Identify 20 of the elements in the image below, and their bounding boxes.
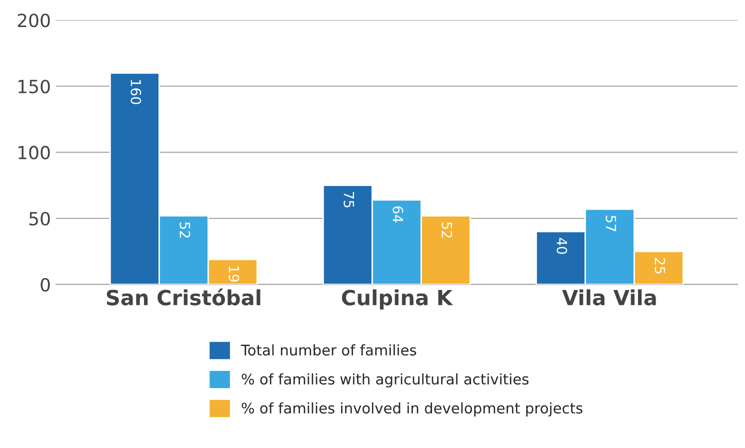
data-label: 25 bbox=[654, 258, 666, 274]
y-tick-label: 200 bbox=[18, 14, 50, 28]
y-tick-label: 50 bbox=[29, 212, 50, 226]
data-label: 160 bbox=[130, 80, 142, 104]
data-label: 57 bbox=[606, 216, 616, 232]
legend-label: % of families involved in development projects bbox=[242, 402, 582, 416]
data-label: 64 bbox=[392, 206, 404, 222]
data-label: 40 bbox=[556, 238, 568, 254]
x-tick-label: Culpina K bbox=[342, 289, 454, 310]
legend-label: Total number of families bbox=[240, 344, 416, 356]
x-tick-label: San Cristóbal bbox=[106, 288, 260, 306]
legend-label: % of families with agricultural activities bbox=[242, 373, 528, 388]
data-label: 52 bbox=[442, 222, 452, 238]
x-tick-label: Vila Vila bbox=[562, 289, 656, 306]
data-label: 19 bbox=[228, 266, 240, 282]
y-tick-label: 150 bbox=[18, 80, 50, 94]
data-label: 52 bbox=[180, 222, 190, 238]
data-label: 75 bbox=[344, 192, 354, 208]
y-tick-label: 0 bbox=[40, 278, 50, 292]
y-tick-label: 100 bbox=[18, 146, 50, 160]
